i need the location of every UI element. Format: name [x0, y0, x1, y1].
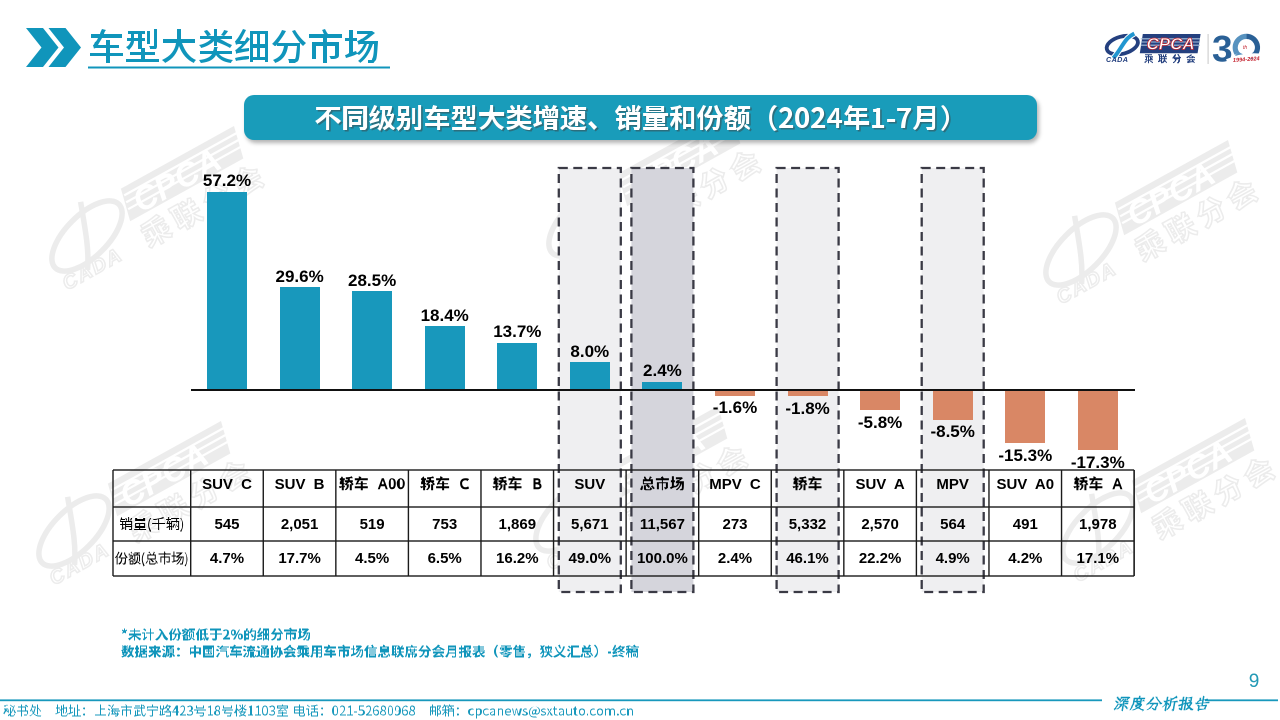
svg-text:1994-2024: 1994-2024	[1233, 56, 1261, 64]
svg-text:th: th	[1243, 45, 1247, 51]
svg-text:3: 3	[1212, 29, 1233, 70]
svg-text:CPCA: CPCA	[1147, 35, 1195, 54]
svg-text:CADA: CADA	[1106, 55, 1128, 64]
